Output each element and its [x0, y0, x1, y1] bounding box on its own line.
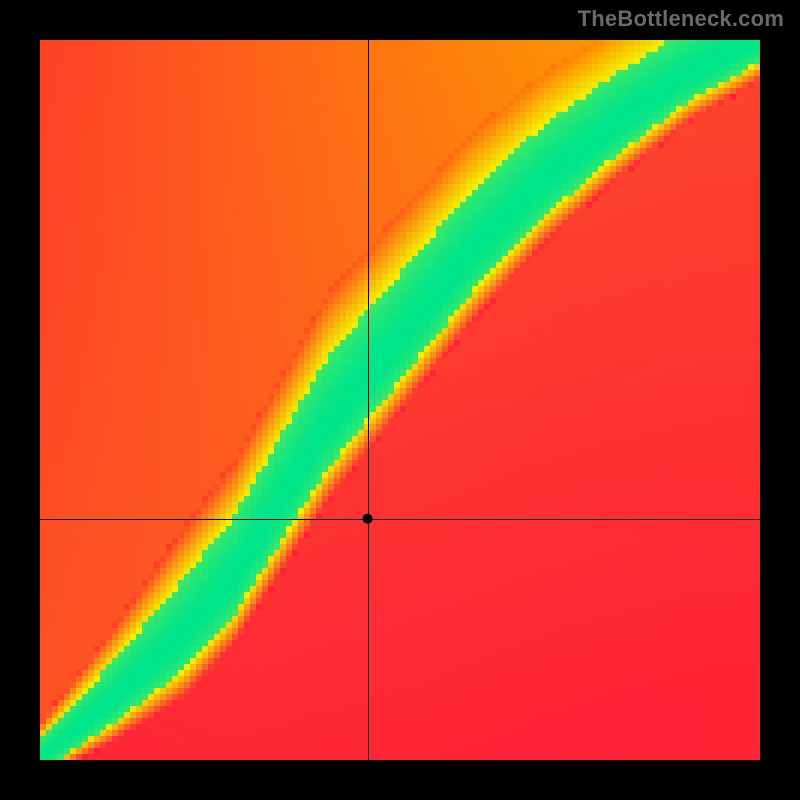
watermark-text: TheBottleneck.com	[578, 6, 784, 32]
bottleneck-heatmap	[40, 40, 760, 760]
chart-container: TheBottleneck.com	[0, 0, 800, 800]
